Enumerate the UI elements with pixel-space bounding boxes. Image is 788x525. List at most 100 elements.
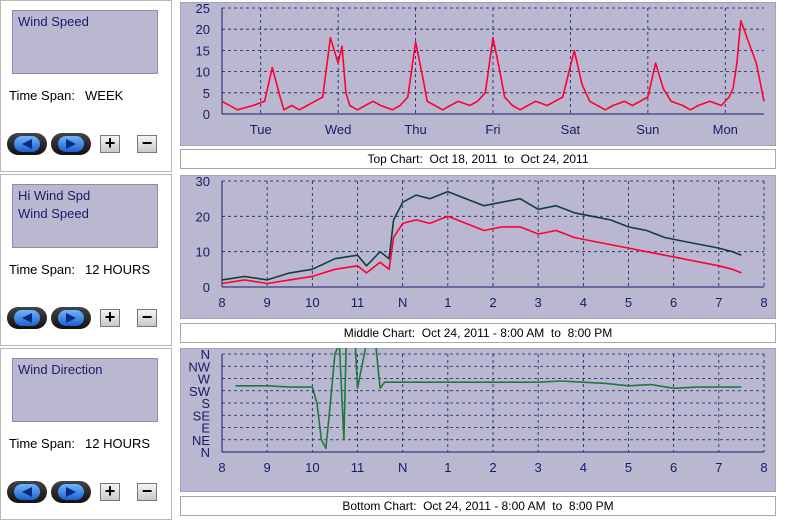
x-tick-label: 9: [264, 460, 271, 475]
x-tick-label: 2: [489, 460, 496, 475]
zoom-in-button-top[interactable]: +: [100, 134, 120, 153]
next-button-bottom[interactable]: [51, 481, 91, 503]
left-arrow-icon: [22, 487, 32, 497]
chart-background: [180, 175, 776, 319]
x-tick-label: 8: [218, 460, 225, 475]
chart-background: [180, 2, 776, 146]
x-tick-label: 8: [218, 295, 225, 310]
series-label[interactable]: Hi Wind Spd: [18, 188, 91, 203]
x-tick-label: Fri: [485, 122, 500, 137]
x-tick-label: 5: [625, 295, 632, 310]
right-arrow-icon: [66, 139, 76, 149]
time-span-bottom: Time Span: 12 HOURS: [9, 436, 150, 451]
x-tick-label: Sun: [636, 122, 659, 137]
y-tick-label: 0: [203, 280, 210, 295]
series-label[interactable]: Wind Speed: [18, 206, 89, 221]
x-tick-label: 8: [760, 295, 767, 310]
middle-chart[interactable]: 0 10 20 30 8 9 10 11 N 1 2 3 4 5 6 7 8: [180, 175, 776, 319]
zoom-out-button-middle[interactable]: −: [137, 308, 157, 327]
zoom-out-button-top[interactable]: −: [137, 134, 157, 153]
y-tick-label: 0: [203, 107, 210, 122]
series-line-wind-direction: [235, 348, 742, 450]
series-line-wind-speed: [221, 215, 742, 285]
series-list-bottom[interactable]: Wind Direction: [12, 358, 158, 422]
y-tick-label: N: [201, 445, 210, 460]
y-tick-label: SW: [189, 384, 211, 399]
x-tick-label: 3: [535, 460, 542, 475]
y-tick-label: 20: [196, 22, 210, 37]
y-tick-label: 15: [196, 43, 210, 58]
zoom-out-button-bottom[interactable]: −: [137, 482, 157, 501]
x-tick-label: 7: [715, 460, 722, 475]
series-list-middle[interactable]: Hi Wind Spd Wind Speed: [12, 184, 158, 248]
y-tick-label: 20: [196, 209, 210, 224]
y-tick-label: 5: [203, 86, 210, 101]
y-tick-label: N: [201, 348, 210, 362]
x-tick-label: N: [398, 460, 407, 475]
x-tick-label: Mon: [713, 122, 738, 137]
top-panel: Wind Speed Time Span: WEEK + −: [0, 0, 172, 172]
series-label[interactable]: Wind Direction: [18, 362, 103, 377]
x-tick-label: 4: [580, 460, 587, 475]
x-tick-label: 8: [760, 460, 767, 475]
x-tick-label: 6: [670, 460, 677, 475]
next-button-top[interactable]: [51, 133, 91, 155]
y-tick-label: E: [201, 421, 210, 436]
time-span-middle: Time Span: 12 HOURS: [9, 262, 150, 277]
x-tick-label: 10: [305, 460, 319, 475]
top-chart-caption: Top Chart: Oct 18, 2011 to Oct 24, 2011: [180, 149, 776, 169]
y-tick-label: NW: [188, 359, 210, 374]
prev-button-bottom[interactable]: [7, 481, 47, 503]
series-line-hi-wind-spd: [221, 190, 742, 281]
x-tick-label: N: [398, 295, 407, 310]
middle-chart-caption: Middle Chart: Oct 24, 2011 - 8:00 AM to …: [180, 323, 776, 343]
x-tick-label: 3: [535, 295, 542, 310]
zoom-in-button-bottom[interactable]: +: [100, 482, 120, 501]
prev-button-middle[interactable]: [7, 307, 47, 329]
x-tick-label: Wed: [325, 122, 352, 137]
x-tick-label: Thu: [404, 122, 426, 137]
y-tick-label: S: [201, 396, 210, 411]
x-tick-label: 9: [264, 295, 271, 310]
time-span-value: 12 HOURS: [85, 436, 151, 451]
x-tick-label: 4: [580, 295, 587, 310]
top-chart[interactable]: 0 5 10 15 20 25 Tue Wed Thu Fri Sat Sun Mon: [180, 2, 776, 146]
prev-button-top[interactable]: [7, 133, 47, 155]
bottom-chart-caption: Bottom Chart: Oct 24, 2011 - 8:00 AM to …: [180, 496, 776, 516]
y-tick-label: NE: [192, 433, 210, 448]
x-tick-label: 11: [351, 295, 365, 310]
time-span-value: 12 HOURS: [85, 262, 151, 277]
chart-background: [180, 348, 776, 492]
series-line-wind-speed: [221, 19, 765, 111]
x-tick-label: 6: [670, 295, 677, 310]
y-tick-label: W: [198, 372, 211, 387]
y-tick-label: 30: [196, 175, 210, 189]
time-span-label: Time Span:: [9, 262, 75, 277]
y-tick-label: SE: [193, 408, 211, 423]
x-tick-label: 1: [444, 295, 451, 310]
series-list-top[interactable]: Wind Speed: [12, 10, 158, 74]
x-tick-label: 7: [715, 295, 722, 310]
left-arrow-icon: [22, 139, 32, 149]
time-span-value: WEEK: [85, 88, 124, 103]
x-tick-label: 5: [625, 460, 632, 475]
x-tick-label: Sat: [561, 122, 581, 137]
x-tick-label: 2: [489, 295, 496, 310]
right-arrow-icon: [66, 313, 76, 323]
y-tick-label: 10: [196, 245, 210, 260]
right-arrow-icon: [66, 487, 76, 497]
zoom-in-button-middle[interactable]: +: [100, 308, 120, 327]
time-span-top: Time Span: WEEK: [9, 88, 123, 103]
next-button-middle[interactable]: [51, 307, 91, 329]
time-span-label: Time Span:: [9, 436, 75, 451]
y-tick-label: 25: [196, 2, 210, 16]
y-tick-label: 10: [196, 65, 210, 80]
left-arrow-icon: [22, 313, 32, 323]
x-tick-label: 10: [305, 295, 319, 310]
x-tick-label: 11: [351, 460, 365, 475]
x-tick-label: 1: [444, 460, 451, 475]
middle-panel: Hi Wind Spd Wind Speed Time Span: 12 HOUR…: [0, 174, 172, 346]
series-label[interactable]: Wind Speed: [18, 14, 89, 29]
bottom-panel: Wind Direction Time Span: 12 HOURS + −: [0, 348, 172, 520]
